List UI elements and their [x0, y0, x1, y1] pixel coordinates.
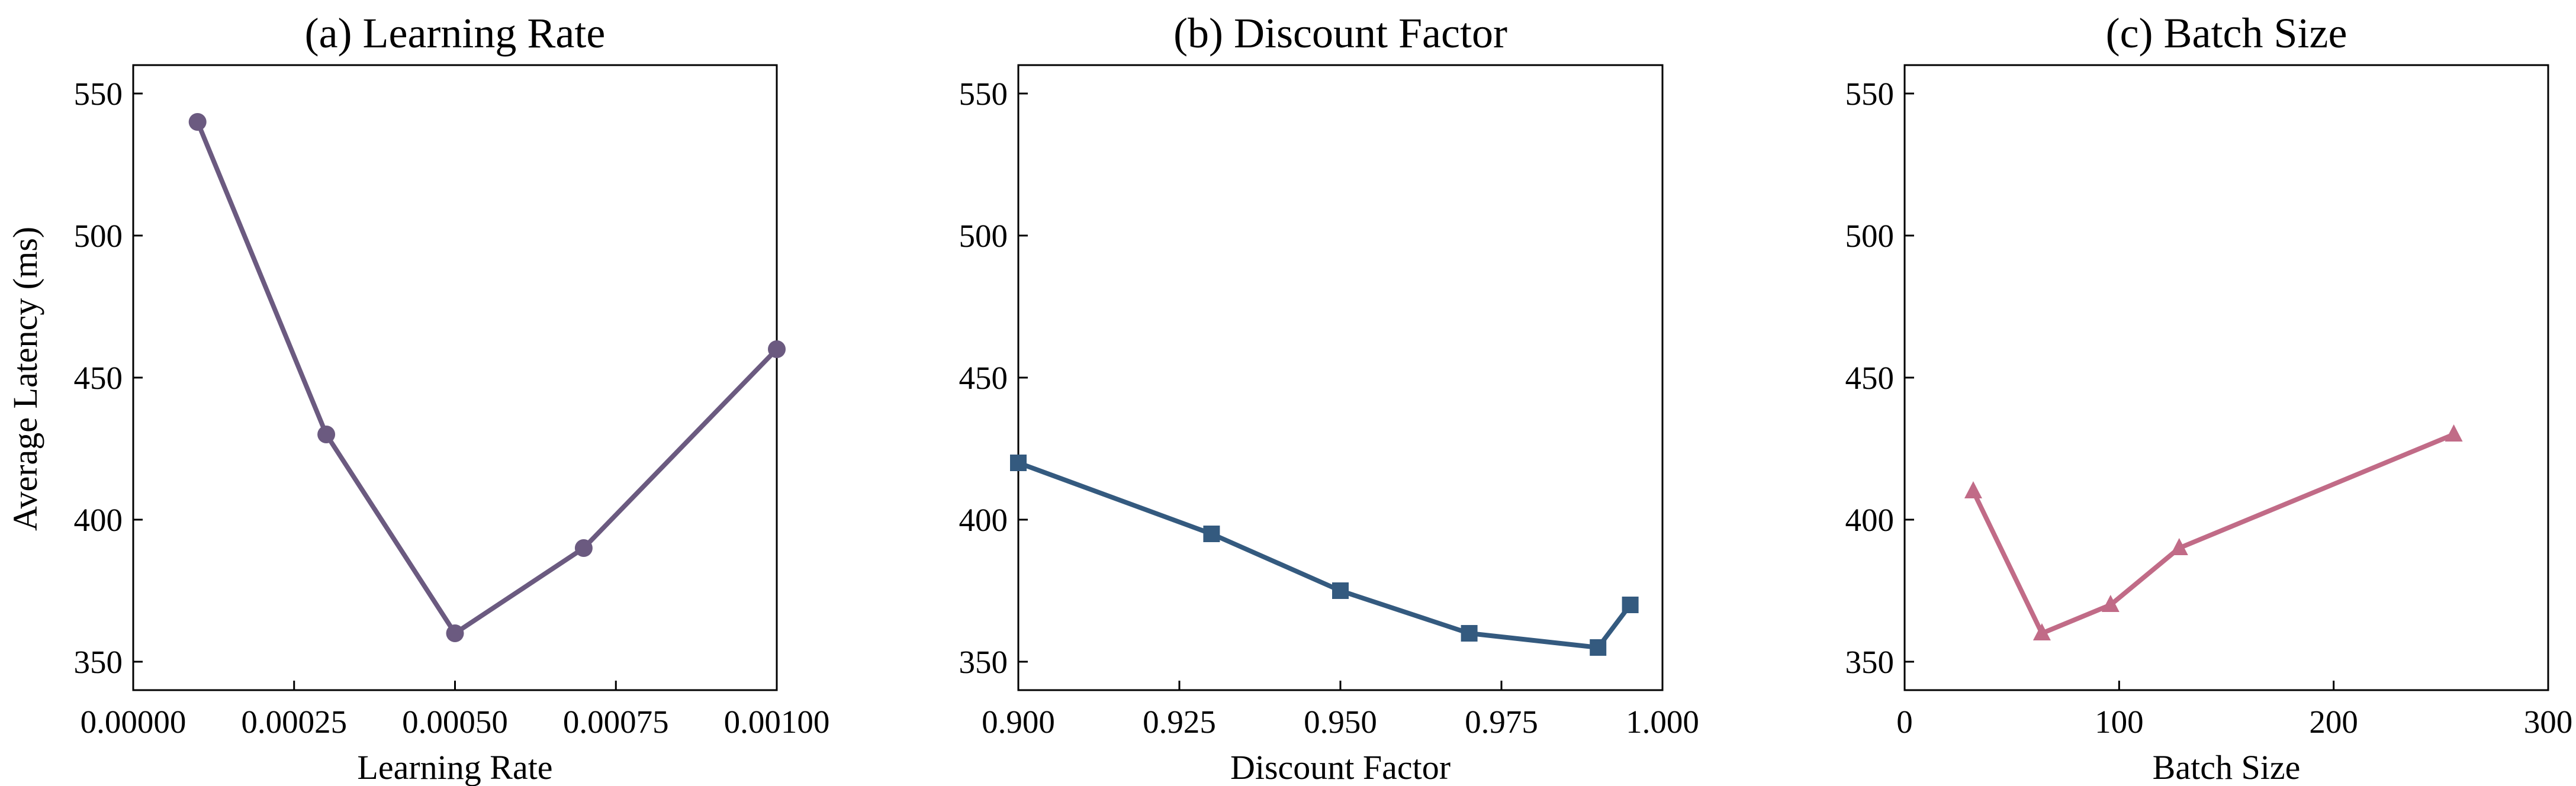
y-tick-label: 550 [74, 76, 123, 112]
x-axis-label: Learning Rate [357, 748, 552, 786]
data-point [1964, 481, 1982, 498]
y-tick-label: 550 [959, 76, 1008, 112]
data-point [1332, 582, 1349, 599]
y-tick-label: 550 [1845, 76, 1895, 112]
y-tick-label: 500 [74, 218, 123, 254]
y-tick-label: 450 [959, 360, 1008, 396]
y-tick-label: 500 [1845, 218, 1895, 254]
data-point [2033, 623, 2051, 640]
chart-title: (b) Discount Factor [1173, 9, 1507, 57]
x-axis-label: Batch Size [2153, 748, 2301, 786]
data-point [1622, 597, 1639, 613]
x-tick-label: 0.00050 [402, 704, 508, 740]
series-line [195, 121, 779, 636]
y-tick-label: 400 [74, 502, 123, 538]
x-tick-label: 0.900 [982, 704, 1055, 740]
data-point [1590, 639, 1607, 656]
x-axis-label: Discount Factor [1230, 748, 1451, 786]
x-tick-label: 0 [1896, 704, 1913, 740]
data-point [1461, 625, 1478, 642]
y-tick-label: 450 [74, 360, 123, 396]
data-point [2101, 595, 2120, 612]
data-point [446, 624, 464, 642]
x-tick-label: 200 [2309, 704, 2358, 740]
chart-title: (c) Batch Size [2106, 9, 2347, 57]
x-tick-label: 0.00100 [724, 704, 830, 740]
data-point [574, 539, 593, 557]
series-line [1017, 460, 1632, 650]
data-point [188, 113, 207, 131]
x-tick-label: 0.00075 [563, 704, 669, 740]
x-tick-label: 0.950 [1304, 704, 1377, 740]
x-tick-label: 0.925 [1143, 704, 1216, 740]
y-tick-label: 350 [959, 644, 1008, 680]
data-point [1010, 455, 1027, 471]
y-tick-label: 350 [74, 644, 123, 680]
panel-discount-factor: (b) Discount Factor Discount Factor 0.900 0… [959, 9, 1699, 786]
y-tick-label: 400 [959, 502, 1008, 538]
x-tick-label: 300 [2524, 704, 2573, 740]
x-tick-label: 100 [2095, 704, 2144, 740]
data-point [2445, 424, 2463, 442]
data-point [1203, 526, 1220, 542]
chart-title: (a) Learning Rate [305, 9, 606, 57]
y-tick-label: 400 [1845, 502, 1895, 538]
x-tick-label: 0.00000 [81, 704, 186, 740]
x-tick-label: 0.975 [1465, 704, 1538, 740]
series-line [1971, 432, 2455, 636]
panel-batch-size: (c) Batch Size Batch Size 0 100 200 300 350 400… [1845, 9, 2573, 786]
plot-frame [132, 64, 778, 691]
panel-learning-rate: (a) Learning Rate Learning Rate 0.00000 0.0… [74, 9, 830, 786]
data-point [768, 340, 786, 358]
plot-frame [1903, 64, 2549, 691]
data-point [2170, 538, 2188, 555]
y-axis-label: Average Latency (ms) [6, 227, 44, 531]
x-tick-label: 0.00025 [241, 704, 347, 740]
y-tick-label: 350 [1845, 644, 1895, 680]
y-tick-label: 450 [1845, 360, 1895, 396]
x-tick-label: 1.000 [1626, 704, 1699, 740]
data-point [317, 426, 336, 443]
y-tick-label: 500 [959, 218, 1008, 254]
